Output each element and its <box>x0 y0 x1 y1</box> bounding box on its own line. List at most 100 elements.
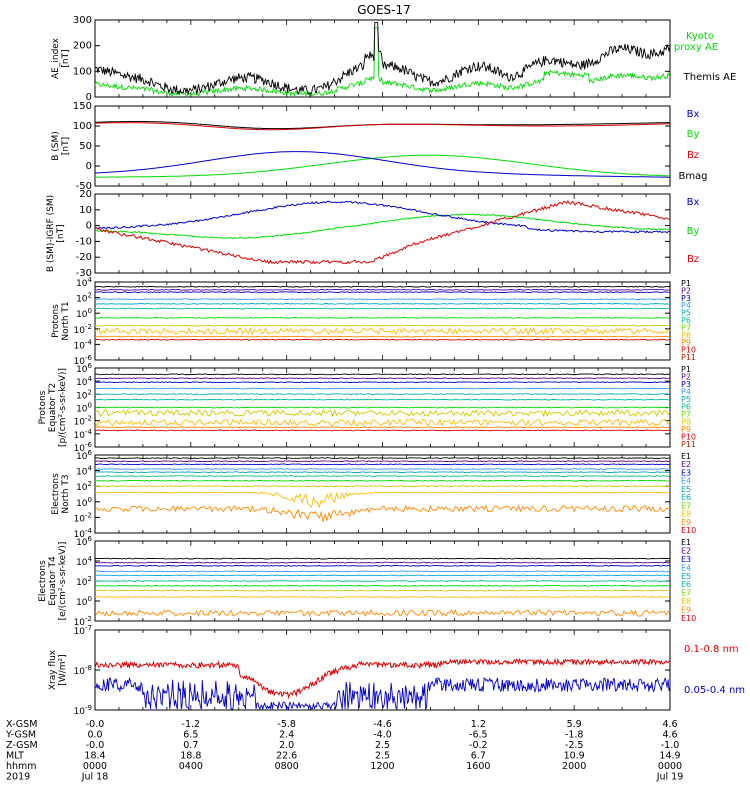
series-p8 <box>94 324 671 327</box>
series-p4 <box>94 298 671 301</box>
footer-value: -0.0 <box>86 719 105 730</box>
series-p5 <box>94 302 671 305</box>
series-e1 <box>94 457 671 459</box>
series-p10 <box>94 426 671 429</box>
footer-value: 5.9 <box>567 719 582 730</box>
footer-label-2019: 2019 <box>6 772 30 783</box>
legend-e7: E7 <box>681 501 691 510</box>
footer-value: 2.5 <box>375 751 390 762</box>
footer-value: 0.0 <box>87 730 102 741</box>
series-p3 <box>94 381 671 384</box>
svg-text:[nT]: [nT] <box>61 49 71 67</box>
footer-value: 2.5 <box>375 740 390 751</box>
legend-e9: E9 <box>681 518 691 527</box>
series-p2 <box>94 377 671 380</box>
footer-value: 0000 <box>658 761 682 772</box>
series-e10 <box>94 608 671 618</box>
legend-e3: E3 <box>681 468 691 477</box>
series-e2 <box>95 561 671 564</box>
legend-bx: Bx <box>687 109 700 120</box>
svg-text:[nT]: [nT] <box>61 137 71 155</box>
legend-kyoto-proxy-ae: Kyoto <box>686 31 714 42</box>
bsm-ytick-label: 50 <box>79 141 92 152</box>
series-bx <box>94 200 671 234</box>
legend-p5: P5 <box>681 309 691 318</box>
legend-p2: P2 <box>681 286 691 295</box>
legend-e5: E5 <box>681 572 691 581</box>
xray-ytick-label: 10-9 <box>74 704 92 717</box>
series-p6 <box>94 307 671 310</box>
series-0-1-0-8nm <box>94 657 671 700</box>
svg-text:Electrons: Electrons <box>51 473 61 515</box>
svg-text:Protons: Protons <box>38 390 48 424</box>
footer-value: 1200 <box>370 761 394 772</box>
svg-text:Electrons: Electrons <box>38 560 48 602</box>
bsm-ytick-label: 150 <box>73 101 92 112</box>
footer-value: 6.5 <box>183 730 198 741</box>
legend-p11: P11 <box>681 440 696 449</box>
bigrf-ytick-label: -20 <box>76 252 92 263</box>
pe-ytick-label: 104 <box>76 375 92 388</box>
legend-e8: E8 <box>681 597 691 606</box>
footer-ephemeris: X-GSM -0.0 -1.2 -5.8 -4.6 1.2 5.9 4.6 Y-GSM 0.0 6.… <box>5 719 683 783</box>
series-p11 <box>94 338 671 341</box>
footer-value: 1.2 <box>471 719 486 730</box>
footer-value: -1.8 <box>565 730 584 741</box>
bigrf-ytick-label: 20 <box>79 189 92 200</box>
legend-p11: P11 <box>681 353 696 362</box>
footer-value: Jul 18 <box>81 772 109 783</box>
legend-bx: Bx <box>687 197 700 208</box>
svg-text:AE_index: AE_index <box>51 37 61 79</box>
bigrf-ylabel: B (SM)-IGRF (SM) [nT] <box>46 195 66 272</box>
series-p8 <box>94 408 671 418</box>
ee-ytick-label: 106 <box>76 535 92 548</box>
series-bmag <box>94 121 670 130</box>
pn-ytick-label: 100 <box>76 307 92 320</box>
footer-label-z-gsm: Z-GSM <box>6 740 38 751</box>
series-e5 <box>94 574 671 577</box>
footer-label-x-gsm: X-GSM <box>6 719 37 730</box>
legend-e1: E1 <box>681 452 691 461</box>
series-p1 <box>94 373 671 376</box>
series-p2 <box>94 288 671 291</box>
series-e3 <box>94 463 671 466</box>
ee-ytick-label: 100 <box>76 595 92 608</box>
bigrf-ytick-label: 10 <box>79 205 92 216</box>
legend-p7: P7 <box>681 410 691 419</box>
legend-e8: E8 <box>681 510 691 519</box>
footer-value: -2.5 <box>565 740 584 751</box>
series-e7 <box>94 479 671 482</box>
legend-bz: Bz <box>687 254 699 265</box>
series-e7 <box>94 584 671 587</box>
pe-ylabel: Protons Equator T2 [p/(cm²-s-sr-keV)] <box>38 368 68 447</box>
ee-ytick-label: 104 <box>76 555 92 568</box>
xray-ylabel: Xray flux [W/m²] <box>48 649 68 690</box>
svg-text:North T1: North T1 <box>61 301 71 340</box>
legend-e4: E4 <box>681 563 691 572</box>
series-p4 <box>94 387 671 390</box>
svg-text:[nT]: [nT] <box>56 224 66 242</box>
panel-b-minus-igrf: -30 -20 -10 0 10 20 B (SM)-IGRF (SM) [nT] Bx By Bz <box>46 189 699 279</box>
ae-ylabel: AE_index [nT] <box>51 37 71 79</box>
footer-value: -4.0 <box>373 730 392 741</box>
footer-value: -0.2 <box>469 740 488 751</box>
legend-p4: P4 <box>681 301 691 310</box>
legend-themis-ae: Themis AE <box>683 72 737 83</box>
pe-ytick-label-top: 106 <box>76 362 92 375</box>
series-themis-ae <box>94 22 671 96</box>
xray-ytick-label: 10-7 <box>74 624 92 637</box>
legend-e10: E10 <box>681 526 696 535</box>
series-p3 <box>94 291 671 293</box>
series-e8 <box>94 485 671 488</box>
legend-p10: P10 <box>681 346 696 355</box>
en-ytick-label-top: 106 <box>76 449 92 462</box>
series-e6 <box>95 475 671 477</box>
svg-text:[p/(cm²-s-sr-keV)]: [p/(cm²-s-sr-keV)] <box>58 368 68 447</box>
footer-value: 1600 <box>466 761 490 772</box>
ae-ytick-label: 0 <box>86 92 92 103</box>
series-p7 <box>94 406 671 409</box>
svg-text:Equator T2: Equator T2 <box>48 383 58 432</box>
